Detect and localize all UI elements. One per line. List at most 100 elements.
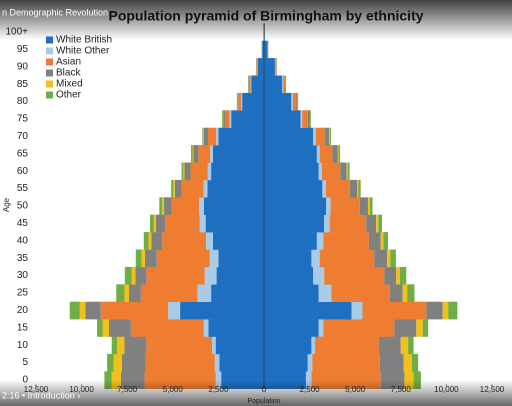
bar-segment: [210, 145, 213, 163]
bar-segment: [376, 214, 379, 233]
bar-segment: [291, 92, 293, 111]
bar-segment: [338, 145, 341, 163]
bar-segment: [203, 197, 264, 215]
x-tick-label: 12,500: [480, 385, 505, 394]
bar-segment: [284, 75, 286, 94]
bar-segment: [357, 179, 359, 198]
bar-segment: [374, 249, 388, 268]
bar-segment: [323, 232, 369, 250]
bar-segment: [264, 162, 319, 181]
y-tick-label: 70: [17, 131, 29, 142]
bar-segment: [197, 284, 212, 302]
video-title[interactable]: n Demographic Revolution: [2, 7, 108, 17]
bar-segment: [218, 127, 264, 146]
bar-segment: [302, 110, 308, 128]
bar-segment: [369, 197, 373, 215]
bar-segment: [193, 145, 199, 163]
bar-segment: [368, 232, 381, 250]
legend-label: Asian: [56, 57, 81, 68]
legend-swatch: [46, 58, 53, 66]
bar-segment: [130, 319, 204, 337]
bar-segment: [238, 92, 242, 111]
bar-segment: [326, 197, 331, 215]
bar-segment: [380, 232, 384, 250]
bar-segment: [181, 162, 184, 181]
bar-segment: [174, 179, 182, 198]
y-tick-label: 55: [17, 183, 29, 194]
bar-segment: [113, 353, 122, 372]
legend-label: Black: [56, 68, 81, 79]
y-tick-label: 60: [17, 166, 29, 177]
bar-segment: [359, 197, 368, 215]
bar-segment: [203, 179, 208, 198]
bar-segment: [329, 214, 367, 233]
chart-title: Population pyramid of Birmingham by ethn…: [108, 8, 423, 24]
bar-segment: [97, 319, 103, 337]
bar-segment: [216, 127, 219, 146]
bar-segment: [143, 232, 149, 250]
bar-segment: [407, 284, 415, 302]
y-tick-label: 35: [17, 253, 29, 264]
bar-segment: [192, 145, 194, 163]
bar-segment: [212, 145, 264, 163]
bar-segment: [346, 162, 348, 181]
bar-segment: [207, 162, 212, 181]
bar-segment: [384, 266, 397, 285]
x-axis-label: Population: [247, 398, 280, 405]
bar-segment: [148, 232, 152, 250]
legend-label: White British: [56, 35, 112, 46]
bar-segment: [150, 214, 154, 233]
bar-segment: [241, 92, 243, 111]
y-tick-label: 85: [17, 79, 29, 90]
bar-segment: [146, 336, 213, 355]
bar-segment: [264, 249, 312, 268]
bar-segment: [264, 214, 325, 233]
video-top-shade: [0, 0, 512, 40]
bar-segment: [121, 353, 146, 372]
bar-segment: [264, 232, 317, 250]
bar-segment: [256, 58, 258, 76]
bar-segment: [124, 336, 147, 355]
y-tick-label: 75: [17, 114, 29, 125]
bar-segment: [351, 301, 363, 320]
bar-segment: [275, 58, 277, 76]
bar-segment: [135, 266, 147, 285]
bar-segment: [408, 336, 414, 355]
bar-segment: [313, 127, 316, 146]
bar-segment: [183, 162, 185, 181]
bar-segment: [203, 319, 209, 337]
bar-segment: [203, 127, 204, 146]
legend-swatch: [46, 47, 53, 55]
bar-segment: [264, 266, 314, 285]
bar-segment: [283, 75, 285, 94]
bar-segment: [366, 214, 377, 233]
bar-segment: [116, 284, 125, 302]
bar-segment: [264, 92, 292, 111]
bar-segment: [264, 127, 314, 146]
bar-segment: [124, 266, 132, 285]
bar-segment: [250, 75, 252, 94]
bar-segment: [199, 197, 204, 215]
y-tick-label: 100+: [5, 27, 28, 38]
bar-segment: [349, 179, 358, 198]
y-tick-label: 90: [17, 61, 29, 72]
bar-segment: [403, 353, 412, 372]
video-chapter[interactable]: 2:16 • Introduction ›: [2, 390, 80, 400]
bar-segment: [311, 249, 320, 268]
bar-segment: [102, 319, 109, 337]
bar-segment: [205, 232, 213, 250]
bar-segment: [140, 284, 198, 302]
bar-segment: [318, 284, 332, 302]
bar-segment: [202, 127, 204, 146]
bar-segment: [331, 284, 390, 302]
bar-segment: [171, 179, 174, 198]
bar-segment: [332, 145, 338, 163]
bar-segment: [322, 179, 327, 198]
bar-segment: [131, 266, 136, 285]
bar-segment: [264, 284, 319, 302]
bar-segment: [282, 75, 284, 94]
bar-segment: [262, 40, 264, 59]
bar-segment: [164, 197, 172, 215]
bar-segment: [292, 92, 297, 111]
